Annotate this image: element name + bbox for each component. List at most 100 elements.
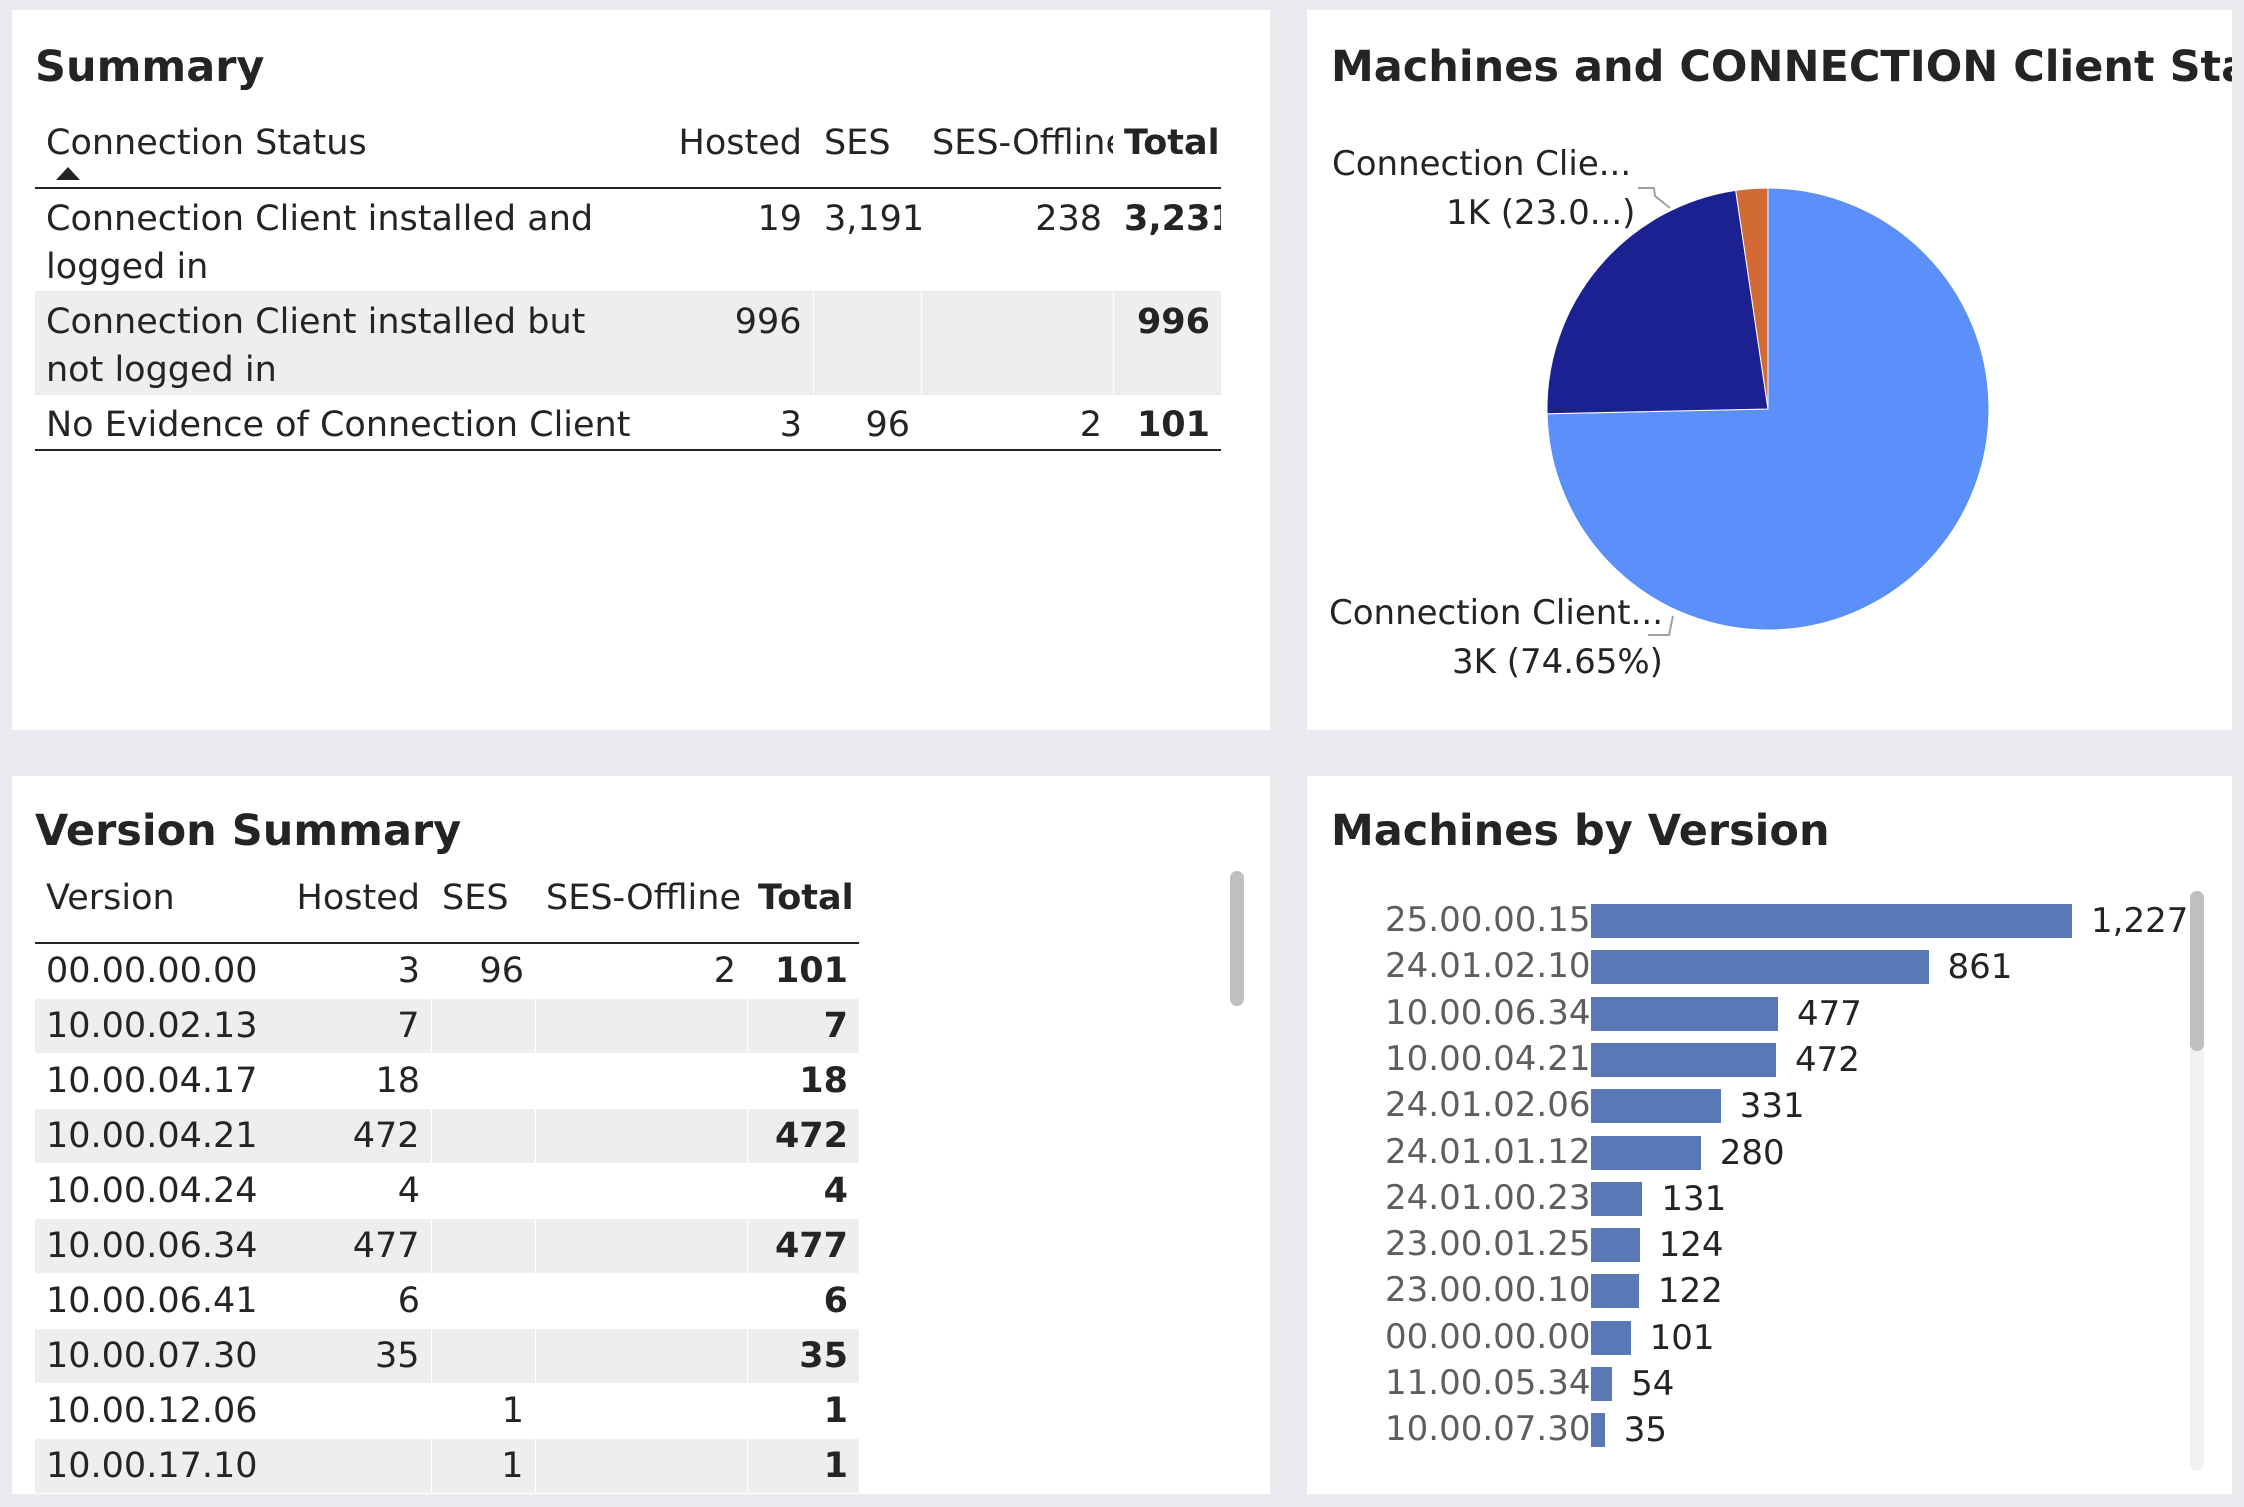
column-header-total[interactable]: Total [1124,123,1220,163]
table-row[interactable]: No Evidence of Connection Client 3 96 2 … [35,395,1221,450]
cell-version: 10.00.04.21 [35,1108,275,1164]
cell-hosted: 19 [757,199,802,239]
bar-panel: Machines by Version 25.00.00.15 1,227 24.0… [1307,776,2232,1494]
summary-table: Connection Status Hosted SES SES-Offline… [35,115,1221,451]
table-row[interactable]: 10.00.12.06 1 1 [35,1383,859,1439]
cell-version: 10.00.07.30 [35,1328,275,1384]
pie-slice-3[interactable] [1735,187,1769,410]
cell-hosted: 7 [275,998,431,1054]
table-row[interactable]: 10.00.06.41 6 6 [35,1273,859,1329]
bar-value-label: 861 [1947,947,2013,988]
table-row[interactable]: 10.00.04.24 4 4 [35,1163,859,1219]
table-scrollbar[interactable] [1230,871,1244,1006]
bar[interactable] [1591,1089,1721,1124]
bar-value-label: 122 [1657,1271,1723,1312]
cell-ses-offline: 238 [1035,199,1102,239]
bar[interactable] [1591,950,1929,985]
column-header-total[interactable]: Total [758,878,854,918]
cell-total: 472 [746,1108,859,1164]
column-header-ses[interactable]: SES [442,878,509,918]
pie-slice-2[interactable] [1546,189,1769,415]
bar-value-label: 1,227 [2091,901,2189,941]
cell-hosted: 472 [275,1108,431,1164]
cell-hosted: 477 [275,1218,431,1274]
column-header-hosted[interactable]: Hosted [678,123,802,163]
pie-chart [1546,187,1990,636]
pie-label-bottom-value: 3K (74.65%) [1452,642,1663,682]
bar[interactable] [1591,1413,1605,1448]
bar[interactable] [1591,1135,1701,1170]
column-header-connection-status[interactable]: Connection Status [46,123,367,163]
cell-ses: 1 [431,1383,535,1439]
cell-hosted: 18 [275,1053,431,1109]
cell-total: 4 [747,1163,859,1219]
bar[interactable] [1591,1181,1643,1216]
cell-hosted: 3 [779,405,802,445]
bar[interactable] [1591,1228,1640,1263]
cell-ses-offline [535,1383,747,1439]
table-row[interactable]: 10.00.07.30 35 35 [35,1328,859,1384]
column-header-hosted[interactable]: Hosted [296,878,420,918]
column-header-version[interactable]: Version [46,878,175,918]
cell-ses [430,1218,535,1274]
bar[interactable] [1591,904,2072,938]
cell-status: No Evidence of Connection Client [46,405,631,445]
table-row[interactable]: 10.00.17.10 1 1 [35,1438,859,1494]
bar-category-label: 10.00.07.30 [1385,1409,1591,1450]
bar[interactable] [1591,1274,1639,1309]
column-header-ses-offline[interactable]: SES-Offline [546,878,741,918]
cell-ses-offline [535,1163,747,1219]
leader-line-bottom [1648,615,1674,636]
cell-ses: 96 [865,405,910,445]
pie-panel: Machines and CONNECTION Client Stat... C… [1307,10,2232,730]
cell-status: Connection Client installed but not logg… [35,291,651,395]
cell-ses [430,1328,535,1384]
cell-version: 10.00.04.17 [35,1053,275,1109]
bar-category-label: 25.00.00.15 [1385,900,1591,940]
cell-total: 3,231 [1124,199,1221,239]
bar-value-label: 35 [1623,1410,1667,1451]
cell-total: 1 [746,1438,859,1494]
cell-version: 10.00.02.13 [35,998,275,1054]
pie-label-bottom-name: Connection Client... [1329,593,1664,633]
version-header-row: Version Hosted SES SES-Offline Total [35,870,859,943]
cell-total: 477 [746,1218,859,1274]
chart-scrollbar[interactable] [2190,891,2204,1051]
cell-ses [812,291,921,395]
bar[interactable] [1591,1042,1777,1077]
cell-version: 10.00.06.41 [35,1273,275,1329]
column-header-ses-offline[interactable]: SES-Offline [932,123,1113,163]
cell-ses-offline [534,998,747,1054]
column-header-ses[interactable]: SES [824,123,891,163]
version-table: Version Hosted SES SES-Offline Total 00.… [35,870,859,1494]
bar-category-label: 00.00.00.00 [1385,1316,1591,1357]
bar-value-label: 54 [1631,1364,1675,1404]
table-row[interactable]: 10.00.04.17 18 18 [35,1053,859,1109]
table-row[interactable]: Connection Client installed and logged i… [35,188,1221,292]
cell-ses [430,1108,535,1164]
sort-ascending-icon[interactable] [56,167,80,180]
cell-ses-offline [534,1328,747,1384]
bar[interactable] [1591,1320,1631,1355]
summary-panel: Summary Connection Status Hosted SES SES… [12,10,1270,730]
cell-ses-offline: 2 [1079,405,1102,445]
bar-category-label: 11.00.05.34 [1385,1363,1591,1403]
summary-title: Summary [35,42,265,92]
version-summary-panel: Version Summary Version Hosted SES SES-O… [12,776,1270,1494]
cell-ses-offline [534,1218,747,1274]
table-row[interactable]: Connection Client installed but not logg… [35,291,1221,395]
cell-hosted [275,1383,431,1439]
bar[interactable] [1591,996,1778,1031]
table-row[interactable]: 10.00.02.13 7 7 [35,998,859,1054]
bar-value-label: 124 [1658,1225,1724,1266]
table-row[interactable]: 10.00.06.34 477 477 [35,1218,859,1274]
cell-ses [431,1053,535,1109]
table-row[interactable]: 10.00.04.21 472 472 [35,1108,859,1164]
cell-hosted [275,1438,431,1494]
cell-ses: 96 [431,943,535,999]
bar[interactable] [1591,1367,1613,1401]
bar-value-label: 472 [1795,1039,1860,1080]
cell-status: Connection Client installed and logged i… [46,199,594,287]
table-row[interactable]: 00.00.00.00 3 96 2 101 [35,943,859,999]
cell-total: 7 [746,998,859,1054]
